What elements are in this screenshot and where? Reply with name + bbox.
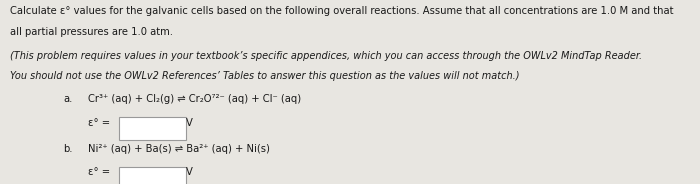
FancyBboxPatch shape: [119, 167, 186, 184]
Text: V: V: [186, 118, 192, 128]
FancyBboxPatch shape: [119, 117, 186, 140]
Text: ε° =: ε° =: [88, 167, 110, 177]
Text: (This problem requires values in your textbook’s specific appendices, which you : (This problem requires values in your te…: [10, 51, 643, 61]
Text: You should not use the OWLv2 References’ Tables to answer this question as the v: You should not use the OWLv2 References’…: [10, 71, 520, 81]
Text: Cr³⁺ (aq) + Cl₂(g) ⇌ Cr₂O⁷²⁻ (aq) + Cl⁻ (aq): Cr³⁺ (aq) + Cl₂(g) ⇌ Cr₂O⁷²⁻ (aq) + Cl⁻ …: [88, 94, 300, 104]
Text: V: V: [186, 167, 192, 177]
Text: a.: a.: [63, 94, 72, 104]
Text: Ni²⁺ (aq) + Ba(s) ⇌ Ba²⁺ (aq) + Ni(s): Ni²⁺ (aq) + Ba(s) ⇌ Ba²⁺ (aq) + Ni(s): [88, 144, 270, 153]
Text: all partial pressures are 1.0 atm.: all partial pressures are 1.0 atm.: [10, 27, 174, 37]
Text: b.: b.: [63, 144, 73, 153]
Text: Calculate ε° values for the galvanic cells based on the following overall reacti: Calculate ε° values for the galvanic cel…: [10, 6, 674, 15]
Text: ε° =: ε° =: [88, 118, 110, 128]
